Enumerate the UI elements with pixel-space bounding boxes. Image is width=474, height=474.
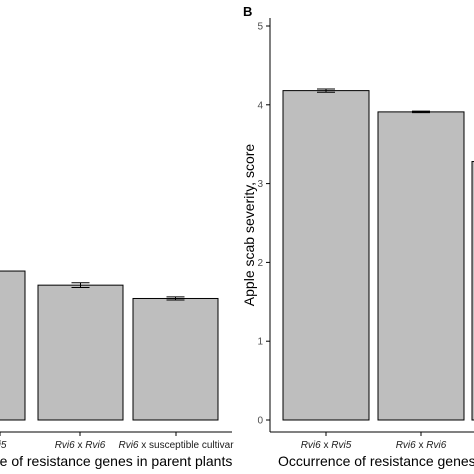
bar [377,111,465,421]
y-tick-label: 2 [257,258,263,269]
bar [132,297,219,421]
y-tick-label: 3 [257,179,263,190]
category-label: Rvi6 x Rvi6 [396,440,447,451]
bar [471,161,474,421]
y-tick-label: 0 [257,416,263,427]
category-label: Rvi6 x Rvi5 [301,440,352,451]
y-tick-label: 4 [257,100,263,111]
category-label: Rvi6 x susceptible cultivar [118,440,234,451]
y-axis-title: Apple scab severity, score [241,144,257,307]
x-axis-title: Occurrence of resistance genes i [278,453,474,469]
panel-label: B [243,4,252,19]
y-tick-label: 1 [257,337,263,348]
y-tick-label: 5 [257,22,263,33]
x-axis-title: e of resistance genes in parent plants [0,453,232,469]
panel-b: B 0 1 2 3 4 5 Apple scab severity, score Rvi6 x … [241,4,474,469]
bar [37,284,124,421]
panel-a: vi5 Rvi6 x Rvi6 Rvi6 x susceptible cultiva… [0,270,234,469]
bar [0,270,26,421]
category-label: Rvi6 x Rvi6 [55,440,106,451]
bar [282,90,370,421]
category-label: vi5 [0,440,7,451]
